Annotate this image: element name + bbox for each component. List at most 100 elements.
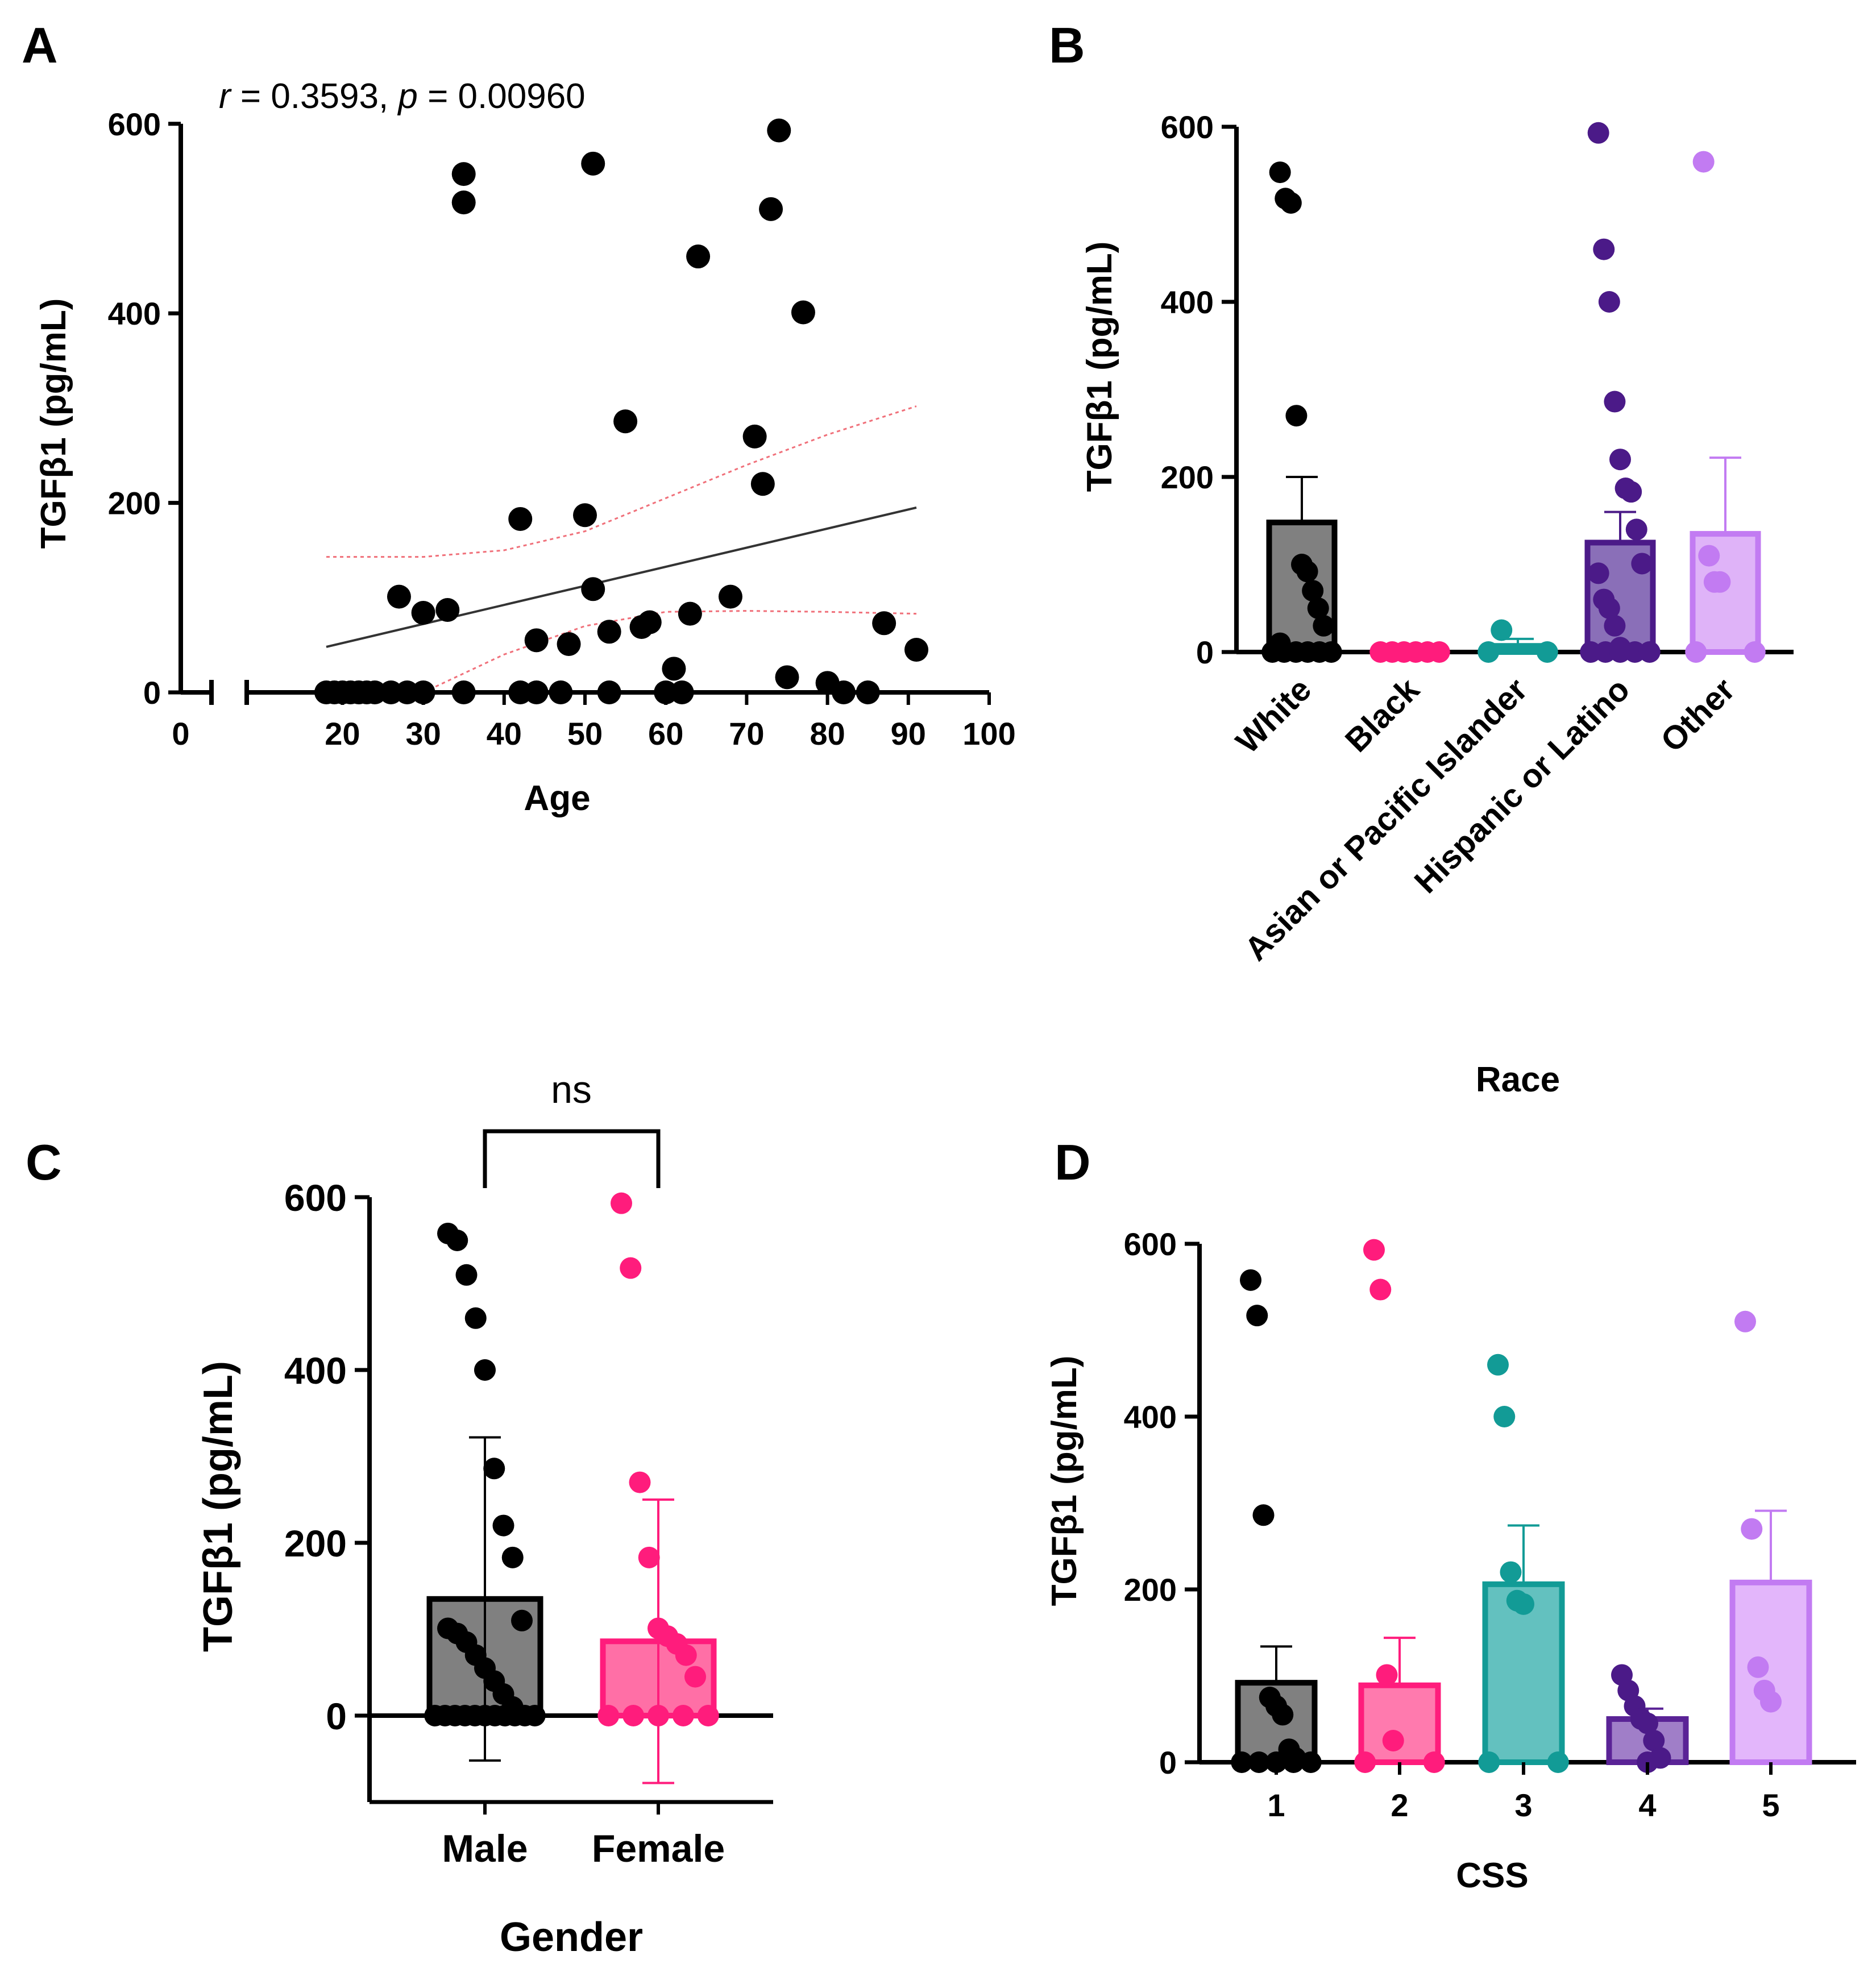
panel-d-data-point <box>1252 1504 1275 1526</box>
panel-d-y-label: TGFβ1 (pg/mL) <box>1045 1356 1084 1606</box>
panel-d-data-point <box>1637 1712 1658 1734</box>
panel-a-data-point <box>767 118 791 143</box>
panel-d-data-point <box>1423 1751 1445 1773</box>
panel-a-data-point <box>387 584 411 609</box>
panel-a-ci-upper <box>326 405 917 558</box>
panel-d-x-tick-label: 1 <box>1267 1787 1285 1823</box>
panel-b-y-tick-label: 0 <box>1196 634 1214 670</box>
panel-a-data-point <box>451 162 476 186</box>
panel-b-data-point <box>1604 391 1626 413</box>
panel-d-data-point <box>1382 1730 1404 1751</box>
panel-a-x-tick-label: 100 <box>962 716 1015 752</box>
panel-c-data-point <box>697 1705 719 1726</box>
panel-a-data-point <box>678 601 702 626</box>
panel-b-data-point <box>1620 481 1642 503</box>
panel-b-y-label: TGFβ1 (pg/mL) <box>1080 242 1119 492</box>
panel-b-x-tick-label: White <box>1229 671 1319 761</box>
panel-b-data-point <box>1477 641 1500 663</box>
panel-b-data-point <box>1609 449 1631 471</box>
panel-b-data-point <box>1428 641 1450 663</box>
panel-a-data-point <box>832 680 856 704</box>
panel-a-y-tick-label: 600 <box>108 106 161 142</box>
panel-d-data-point <box>1283 1751 1305 1773</box>
panel-b-data-point <box>1598 291 1620 313</box>
panel-b-data-point <box>1604 615 1626 637</box>
panel-b-data-point <box>1280 192 1302 214</box>
panel-label-d: D <box>1055 1134 1091 1190</box>
panel-b-data-point <box>1631 553 1653 575</box>
panel-d-y-tick-label: 400 <box>1124 1399 1177 1435</box>
panel-c-y-tick-label: 0 <box>326 1695 347 1737</box>
panel-b-data-point <box>1598 597 1620 619</box>
panel-b-data-point <box>1491 619 1513 641</box>
panel-a-data-point <box>750 472 775 496</box>
panel-c-data-point <box>620 1257 642 1279</box>
panel-c-data-point <box>622 1705 645 1726</box>
panel-b-data-point <box>1685 641 1707 663</box>
panel-c-data-point <box>684 1666 706 1688</box>
panel-c-x-label: Gender <box>500 1915 643 1960</box>
panel-c-y-label: TGFβ1 (pg/mL) <box>196 1361 241 1652</box>
panel-d-data-point <box>1376 1664 1398 1686</box>
panel-a-data-point <box>549 680 573 704</box>
significance-label: ns <box>551 1068 592 1111</box>
panel-a-y-label: TGFβ1 (pg/mL) <box>34 298 73 549</box>
p-value: = 0.00960 <box>418 77 586 116</box>
panel-a-data-point <box>435 597 460 622</box>
panel-d-x-tick-label: 4 <box>1638 1787 1656 1823</box>
panel-a-x-tick-label: 40 <box>487 716 522 752</box>
panel-a-data-point <box>411 680 435 704</box>
panel-c-data-point <box>446 1230 468 1251</box>
panel-d-bar: CSS TGFβ1 (pg/mL) 0 200 400 600 1 2 3 4 5 <box>1045 1226 1856 1895</box>
panel-a-data-point <box>508 507 533 531</box>
panel-d-bar <box>1358 1682 1441 1765</box>
panel-c-data-point <box>455 1264 478 1286</box>
panel-a-data-point <box>581 151 605 176</box>
panel-a-y-tick-label: 0 <box>143 675 161 711</box>
panel-d-data-point <box>1354 1751 1376 1773</box>
panel-a-data-point <box>411 600 435 625</box>
panel-a-data-point <box>524 680 549 704</box>
panel-c-data-point <box>501 1546 524 1568</box>
panel-d-data-point <box>1272 1704 1294 1726</box>
panel-d-data-point <box>1734 1310 1756 1332</box>
panel-c-data-point <box>648 1705 669 1726</box>
panel-a-x-tick-label: 90 <box>891 716 926 752</box>
panel-d-data-point <box>1487 1354 1509 1376</box>
panel-a-data-point <box>904 637 929 662</box>
panel-c-data-point <box>638 1546 660 1568</box>
panel-d-data-point <box>1478 1751 1500 1773</box>
panel-a-regression-line <box>326 506 917 648</box>
panel-a-data-point <box>597 680 621 704</box>
panel-a-data-point <box>662 657 686 681</box>
panel-b-y-tick-label: 400 <box>1161 284 1214 320</box>
panel-a-data-point <box>637 610 662 634</box>
panel-a-ci-lower <box>422 610 917 694</box>
panel-c-data-point <box>464 1307 487 1329</box>
panel-a-scatter: r = 0.3593, p = 0.00960 Age TGFβ1 (pg/mL… <box>34 77 1016 818</box>
panel-d-data-point <box>1363 1239 1385 1261</box>
panel-d-data-point <box>1741 1518 1763 1540</box>
panel-a-data-point <box>791 300 815 325</box>
panel-a-x-tick-label: 70 <box>729 716 764 752</box>
panel-b-data-point <box>1692 151 1715 173</box>
panel-c-data-point <box>675 1644 697 1666</box>
panel-a-data-point <box>670 680 694 704</box>
panel-label-b: B <box>1049 17 1085 73</box>
panel-d-data-point <box>1760 1691 1782 1713</box>
panel-b-data-point <box>1320 641 1342 663</box>
panel-a-data-point <box>775 665 799 690</box>
panel-d-y-tick-label: 200 <box>1124 1572 1177 1608</box>
panel-c-data-point <box>492 1514 514 1537</box>
panel-b-data-point <box>1536 641 1558 663</box>
panel-d-data-point <box>1747 1656 1769 1678</box>
panel-b-data-point <box>1709 571 1731 593</box>
panel-d-data-point <box>1369 1278 1392 1301</box>
panel-d-data-point <box>1231 1751 1253 1773</box>
panel-a-data-point <box>451 190 476 215</box>
panel-a-y-tick-label: 400 <box>108 296 161 331</box>
p-symbol: p <box>397 77 417 116</box>
panel-d-bar <box>1729 1579 1812 1766</box>
panel-label-a: A <box>22 17 58 73</box>
